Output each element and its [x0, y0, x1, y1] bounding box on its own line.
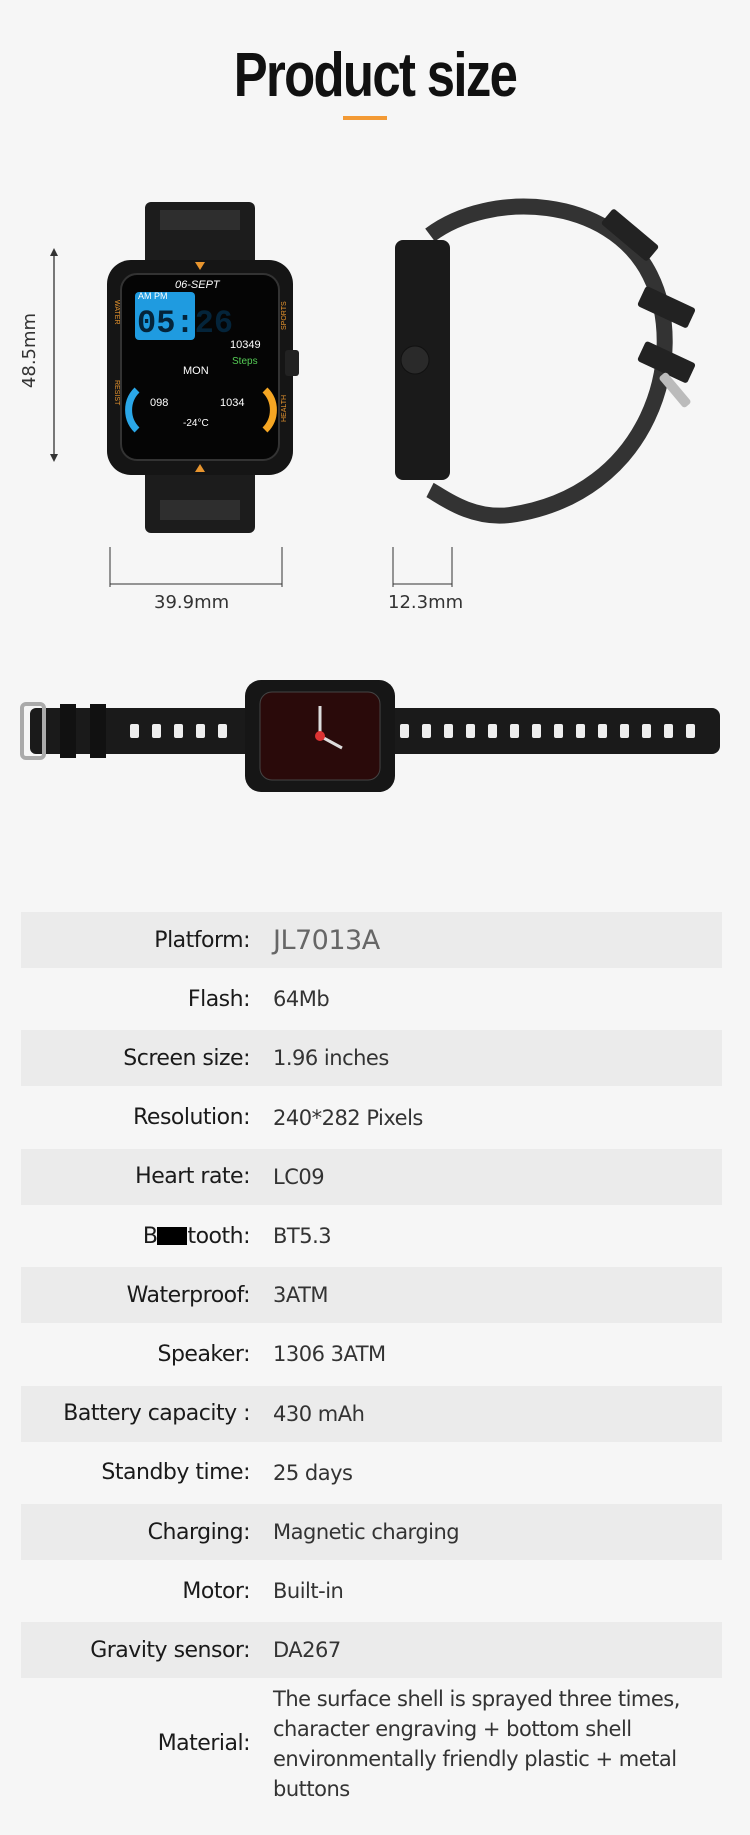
spec-label: Battery capacity : [63, 1401, 250, 1427]
spec-value: JL7013A [273, 924, 380, 956]
strap-hole [620, 724, 629, 738]
strap-hole [174, 724, 183, 738]
strap-hole [422, 724, 431, 738]
spec-value: LC09 [273, 1164, 325, 1189]
spec-row: Material: The surface shell is sprayed th… [21, 1682, 722, 1806]
watch-date: 06-SEPT [175, 279, 221, 291]
bezel-resist: RESIST [113, 380, 120, 406]
spec-value: DA267 [273, 1638, 341, 1663]
strap-hole [554, 724, 563, 738]
spec-row: Waterproof: 3ATM [21, 1267, 722, 1324]
strap-hole [510, 724, 519, 738]
spec-label-part: tooth: [187, 1223, 250, 1249]
strap-hole [664, 724, 673, 738]
spec-value: Magnetic charging [273, 1520, 460, 1544]
spec-label: Screen size: [123, 1045, 250, 1071]
strap-hole [532, 724, 541, 738]
spec-row: Battery capacity : 430 mAh [21, 1385, 722, 1442]
spec-row: Screen size: 1.96 inches [21, 1030, 722, 1087]
spec-value: Built-in [273, 1579, 344, 1604]
strap-hole [152, 724, 161, 738]
bezel-sports: SPORTS [281, 301, 288, 330]
page-title: Product size [233, 41, 518, 110]
spec-label: Waterproof: [126, 1282, 251, 1308]
spec-value: 1.96 inches [273, 1046, 389, 1071]
strap-hole [130, 724, 139, 738]
spec-row: Heart rate: LC09 [21, 1148, 722, 1205]
spec-label: Motor: [182, 1578, 250, 1604]
watch-front-image: AM PM 05:26 06-SEPT 10349 Steps MON 098 … [107, 202, 299, 533]
spec-label-part: B [142, 1223, 158, 1249]
spec-value: The surface shell is sprayed three times… [273, 1686, 680, 1801]
spec-label: Resolution: [133, 1105, 250, 1131]
bezel-health: HEALTH [281, 395, 288, 422]
watch-heart: 098 [150, 397, 168, 409]
watch-side-image [395, 198, 696, 524]
thickness-label: 12.3mm [388, 592, 464, 613]
spec-row: Resolution: 240*282 Pixels [21, 1090, 722, 1146]
strap-hole [488, 724, 497, 738]
spec-row: Gravity sensor: DA267 [21, 1622, 722, 1679]
spec-value: 64Mb [273, 987, 330, 1012]
spec-row: Platform: JL7013A [21, 912, 722, 968]
watch-steps-label: Steps [232, 356, 258, 367]
spec-row: Flash: 64Mb [21, 971, 722, 1027]
width-dimension-line [109, 547, 283, 587]
redaction-block [157, 1226, 188, 1245]
strap-hole [598, 724, 607, 738]
watch-calories: 1034 [220, 397, 244, 409]
spec-value: 1306 3ATM [273, 1342, 386, 1367]
spec-value: 25 days [273, 1460, 353, 1485]
spec-row: Charging: Magnetic charging [21, 1504, 722, 1560]
strap-hole [642, 724, 651, 738]
height-label: 48.5mm [19, 312, 41, 389]
spec-label: Gravity sensor: [90, 1637, 250, 1663]
watch-time: 05:26 [137, 305, 233, 342]
width-label: 39.9mm [154, 592, 230, 613]
spec-row: Motor: Built-in [21, 1563, 722, 1619]
watch-day: MON [183, 365, 209, 377]
spec-label: Charging: [147, 1519, 251, 1545]
spec-label: Heart rate: [135, 1164, 250, 1190]
spec-label: Speaker: [157, 1341, 250, 1367]
spec-row: Standby time: 25 days [21, 1445, 722, 1501]
bezel-water: WATER [113, 300, 120, 325]
spec-value: 430 mAh [273, 1401, 365, 1426]
strap-hole [466, 724, 475, 738]
spec-row: Speaker: 1306 3ATM [21, 1326, 722, 1382]
spec-label: Flash: [187, 986, 251, 1012]
spec-value: BT5.3 [273, 1224, 332, 1248]
strap-hole [196, 724, 205, 738]
strap-hole [400, 724, 409, 738]
title-underline [343, 116, 387, 120]
spec-label: Standby time: [101, 1460, 250, 1486]
strap-hole [686, 724, 695, 738]
watch-strap-image [20, 680, 720, 792]
strap-hole [444, 724, 453, 738]
spec-label: Material: [157, 1731, 251, 1757]
height-dimension-line [50, 248, 58, 462]
watch-ampm: AM PM [138, 291, 168, 301]
strap-hole [576, 724, 585, 738]
watch-steps: 10349 [230, 339, 261, 351]
thickness-dimension-line [392, 547, 453, 587]
spec-value: 3ATM [273, 1283, 329, 1308]
spec-label: Platform: [154, 927, 250, 953]
spec-value: 240*282 Pixels [273, 1105, 423, 1130]
watch-temperature: -24°C [183, 418, 209, 429]
strap-hole [218, 724, 227, 738]
